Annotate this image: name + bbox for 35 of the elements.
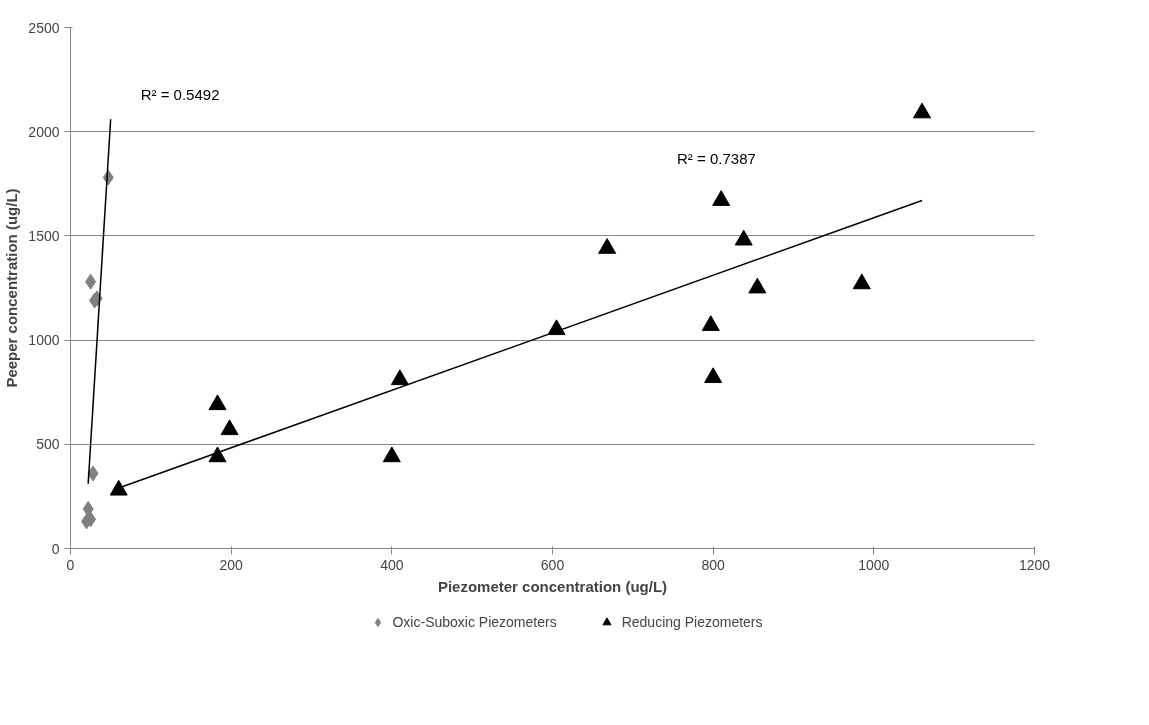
x-tick-label: 1000 [858,556,890,573]
annotation: R² = 0.7387 [677,149,756,167]
x-tick-label: 1200 [1018,556,1051,573]
y-tick-label: 0 [51,540,60,557]
point [208,394,227,411]
x-tick-label: 600 [540,556,565,573]
x-tick-label: 200 [219,556,244,573]
legend-label: Oxic-Suboxic Piezometers [392,614,557,630]
x-tick-label: 400 [380,556,404,573]
point [748,277,767,294]
point [109,479,128,496]
legend-label: Reducing Piezometers [621,614,763,630]
y-axis-title: Peeper concentration (ug/L) [3,188,21,388]
point [382,446,401,463]
point [220,419,239,436]
point [704,367,723,384]
point [852,273,871,290]
y-tick-label: 1500 [28,227,60,244]
point [82,500,94,517]
point [87,465,99,482]
point [701,315,720,331]
point [734,229,753,246]
y-tick-label: 1000 [28,332,60,349]
point [913,102,932,119]
y-tick-label: 500 [36,436,60,453]
point [390,369,409,386]
point [712,190,731,206]
point [598,238,617,254]
y-tick-label: 2500 [28,19,60,36]
x-axis-title: Piezometer concentration (ug/L) [437,577,668,595]
x-tick-label: 0 [66,556,75,573]
annotation: R² = 0.5492 [140,85,220,103]
y-tick-label: 2000 [28,123,60,140]
point [208,446,227,463]
x-tick-label: 800 [701,556,726,573]
